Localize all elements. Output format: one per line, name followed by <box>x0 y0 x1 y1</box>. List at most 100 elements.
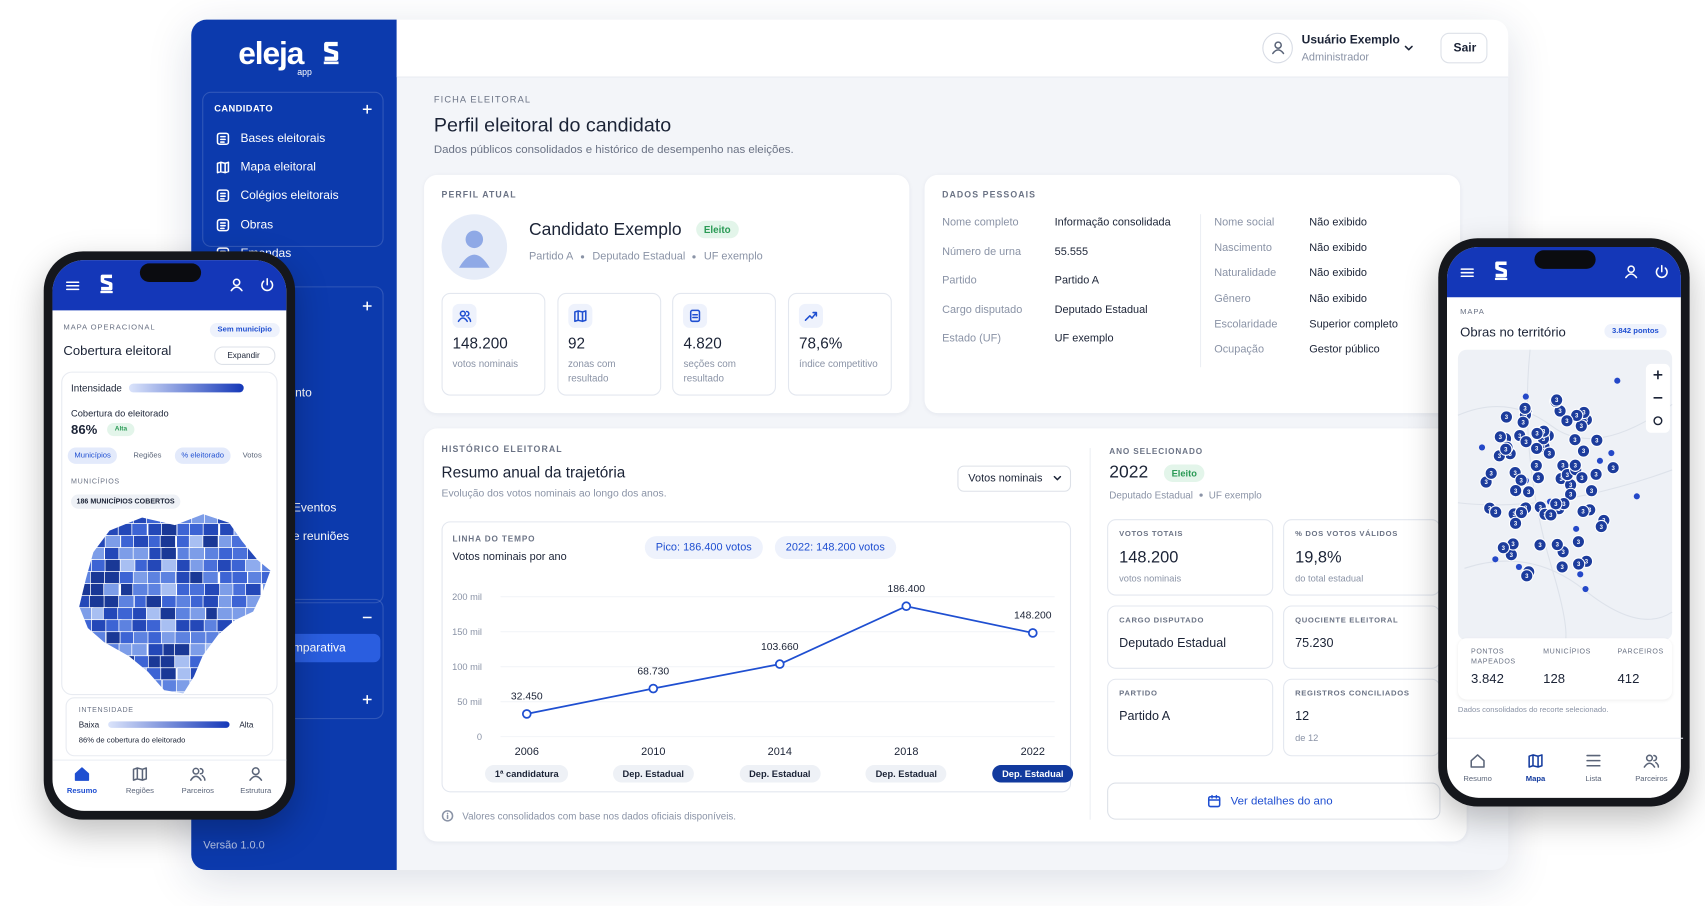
field-value: 55.555 <box>1054 245 1089 258</box>
meta-dot <box>692 255 696 259</box>
year-card-label: PARTIDO <box>1119 690 1158 698</box>
nav-icon <box>249 767 263 781</box>
phone-title: Cobertura eleitoral <box>63 343 172 359</box>
sidebar-icon <box>216 218 230 231</box>
meta-dot <box>580 255 585 259</box>
shape <box>441 810 454 822</box>
status-chip: Alta <box>107 422 135 437</box>
obras-stat-value: 128 <box>1543 671 1566 687</box>
shape <box>65 281 80 291</box>
details-button[interactable] <box>1107 782 1441 820</box>
personal-card <box>924 174 1461 414</box>
year-card-label: % DOS VOTOS VÁLIDOS <box>1295 530 1398 539</box>
phase-chip: Dep. Estadual <box>612 765 694 783</box>
eyebrow: HISTÓRICO ELEITORAL <box>441 444 563 455</box>
nav-icon <box>1643 754 1660 768</box>
sidebar-item: Bases eleitorais <box>240 132 326 146</box>
app-logo <box>1494 261 1508 281</box>
nav-icon <box>132 767 148 781</box>
chip: 186 MUNICÍPIOS COBERTOS <box>71 494 181 509</box>
stat-icon <box>457 310 472 323</box>
sidebar-add <box>362 695 372 704</box>
nav-icon <box>190 767 206 781</box>
power-icon <box>261 278 274 292</box>
field-value: UF exemplo <box>1054 332 1114 345</box>
metric-select-label: Votos nominais <box>968 472 1043 485</box>
shape <box>1404 45 1413 51</box>
field-value: Superior completo <box>1309 318 1398 331</box>
info-icon <box>441 810 454 822</box>
app-logo <box>100 274 113 294</box>
obras-map <box>1457 349 1673 641</box>
shape <box>132 767 148 781</box>
stat-icon <box>804 311 818 321</box>
intensity-bar <box>128 383 244 393</box>
filter-tab: Municípios <box>67 447 118 464</box>
sidebar-item: Colégios eleitorais <box>240 189 339 203</box>
status-chip: Eleito <box>696 220 739 239</box>
user-name: Usuário Exemplo <box>1301 33 1400 47</box>
shape <box>1272 49 1285 55</box>
expand-button[interactable] <box>214 346 276 366</box>
brand-sub: app <box>297 67 312 78</box>
profile-icon <box>1625 265 1638 279</box>
shape <box>192 767 200 775</box>
shape <box>216 189 230 203</box>
metric-select[interactable] <box>957 465 1072 492</box>
shape <box>220 193 226 201</box>
page-title: Perfil eleitoral do candidato <box>433 114 672 137</box>
field-label: Estado (UF) <box>942 332 1001 345</box>
divider <box>1200 214 1202 368</box>
field-value: Gestor público <box>1309 343 1380 356</box>
sidebar-icon <box>216 132 230 146</box>
shape <box>1586 754 1601 767</box>
footnote: Valores consolidados com base nos dados … <box>462 810 737 822</box>
nav-icon <box>1586 754 1601 767</box>
sidebar-item: Obras <box>240 218 274 232</box>
field-label: Nome completo <box>942 216 1019 229</box>
brand: eleja <box>238 36 304 72</box>
sidebar-item: nto <box>295 386 312 401</box>
shape <box>230 286 243 292</box>
year-card <box>1283 678 1441 757</box>
shape <box>465 230 484 249</box>
nav-icon <box>1528 754 1543 768</box>
shape <box>1207 795 1221 808</box>
avatar-icon <box>1272 41 1285 55</box>
sidebar-icon <box>216 189 230 203</box>
year-card-note: de 12 <box>1295 732 1319 744</box>
candidate-meta: UF exemplo <box>703 250 763 263</box>
shape <box>459 254 490 268</box>
candidate-meta: Deputado Estadual <box>592 250 686 263</box>
page-subtitle: Dados públicos consolidados e histórico … <box>433 143 794 157</box>
stat-label: seções com resultado <box>683 358 736 384</box>
obras-stat-label: MUNICÍPIOS <box>1543 648 1591 656</box>
chip: Sem município <box>209 322 280 338</box>
legend-note: 86% de cobertura do eleitorado <box>78 737 186 745</box>
phone-notch <box>1534 250 1596 269</box>
stat-value: 78,6% <box>799 334 843 352</box>
eyebrow: ANO SELECIONADO <box>1109 446 1204 457</box>
year-card-note: votos nominais <box>1119 572 1182 584</box>
logout-button[interactable] <box>1440 32 1488 64</box>
field-value: Partido A <box>1054 274 1100 287</box>
shape <box>1460 268 1474 277</box>
shape <box>692 313 699 319</box>
version: Versão 1.0.0 <box>203 839 265 852</box>
obras-note: Dados consolidados do recorte selecionad… <box>1457 706 1609 715</box>
field-label: Partido <box>942 274 977 287</box>
shape <box>690 309 701 323</box>
phase-chip: Dep. Estadual <box>992 765 1074 783</box>
year-card-value: 12 <box>1295 710 1310 724</box>
page-eyebrow: FICHA ELEITORAL <box>433 93 532 105</box>
eyebrow: INTENSIDADE <box>78 706 134 715</box>
phone-notch <box>139 263 202 282</box>
section-subtitle: Evolução dos votos nominais ao longo dos… <box>441 487 667 501</box>
shape <box>216 161 230 174</box>
obras-stat-label: PONTOS MAPEADOS <box>1471 648 1516 666</box>
divider <box>1446 737 1684 739</box>
obras-stats <box>1457 638 1673 700</box>
meta-dot <box>1199 493 1203 497</box>
